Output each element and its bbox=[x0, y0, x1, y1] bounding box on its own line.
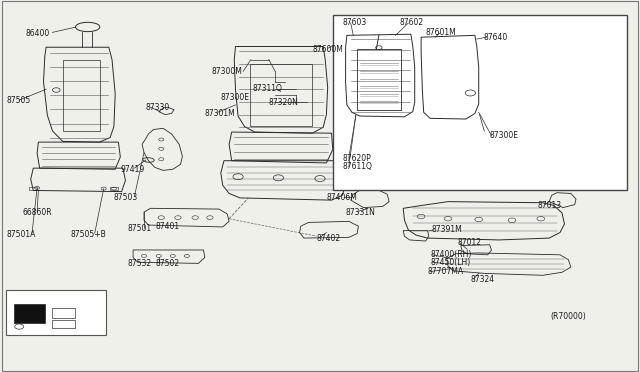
Text: 87013: 87013 bbox=[538, 201, 562, 210]
Text: 87300M: 87300M bbox=[211, 67, 242, 76]
Bar bbox=[6, 290, 106, 335]
Text: 87400(RH): 87400(RH) bbox=[430, 250, 472, 259]
Text: 87620P: 87620P bbox=[342, 154, 371, 163]
Text: 87501A: 87501A bbox=[6, 230, 36, 239]
Text: 87501: 87501 bbox=[128, 224, 152, 233]
Text: 87640: 87640 bbox=[483, 33, 508, 42]
Text: 87532: 87532 bbox=[128, 259, 152, 268]
Bar bbox=[110, 187, 118, 190]
Bar bbox=[357, 49, 401, 110]
Text: 97419: 97419 bbox=[120, 165, 145, 174]
Text: 87450(LH): 87450(LH) bbox=[430, 258, 470, 267]
Text: 87391M: 87391M bbox=[432, 225, 463, 234]
Text: 87330: 87330 bbox=[146, 103, 170, 112]
Text: 87324: 87324 bbox=[470, 275, 495, 283]
Text: 87707MA: 87707MA bbox=[428, 267, 463, 276]
Text: (R70000): (R70000) bbox=[550, 312, 586, 321]
Text: 87300E: 87300E bbox=[490, 131, 518, 140]
Text: 87601M: 87601M bbox=[426, 28, 456, 37]
Text: 87503: 87503 bbox=[114, 193, 138, 202]
Text: 87320N: 87320N bbox=[269, 98, 299, 107]
Circle shape bbox=[15, 324, 24, 329]
Text: 87505: 87505 bbox=[6, 96, 31, 105]
Text: 87600M: 87600M bbox=[312, 45, 343, 54]
Text: 87401: 87401 bbox=[156, 222, 180, 231]
Text: 87406M: 87406M bbox=[326, 193, 357, 202]
Text: 87012: 87012 bbox=[458, 238, 481, 247]
Text: 87301M: 87301M bbox=[205, 109, 236, 118]
Bar bbox=[250, 64, 312, 126]
Bar bbox=[52, 320, 75, 328]
Text: 66860R: 66860R bbox=[22, 208, 52, 217]
Bar bbox=[52, 308, 75, 318]
Text: 87402: 87402 bbox=[317, 234, 341, 243]
Text: 87603: 87603 bbox=[342, 18, 367, 27]
Text: 87300E: 87300E bbox=[221, 93, 250, 102]
Text: 87602: 87602 bbox=[400, 18, 424, 27]
Text: 86400: 86400 bbox=[26, 29, 50, 38]
Text: 87311Q: 87311Q bbox=[253, 84, 283, 93]
Bar bbox=[29, 187, 37, 190]
Bar bbox=[333, 15, 627, 190]
Text: 87502: 87502 bbox=[156, 259, 180, 268]
Bar bbox=[63, 60, 100, 131]
Text: 87611Q: 87611Q bbox=[342, 162, 372, 171]
Text: 87331N: 87331N bbox=[346, 208, 376, 217]
Text: 87505+B: 87505+B bbox=[70, 230, 106, 239]
Bar bbox=[14, 304, 45, 323]
